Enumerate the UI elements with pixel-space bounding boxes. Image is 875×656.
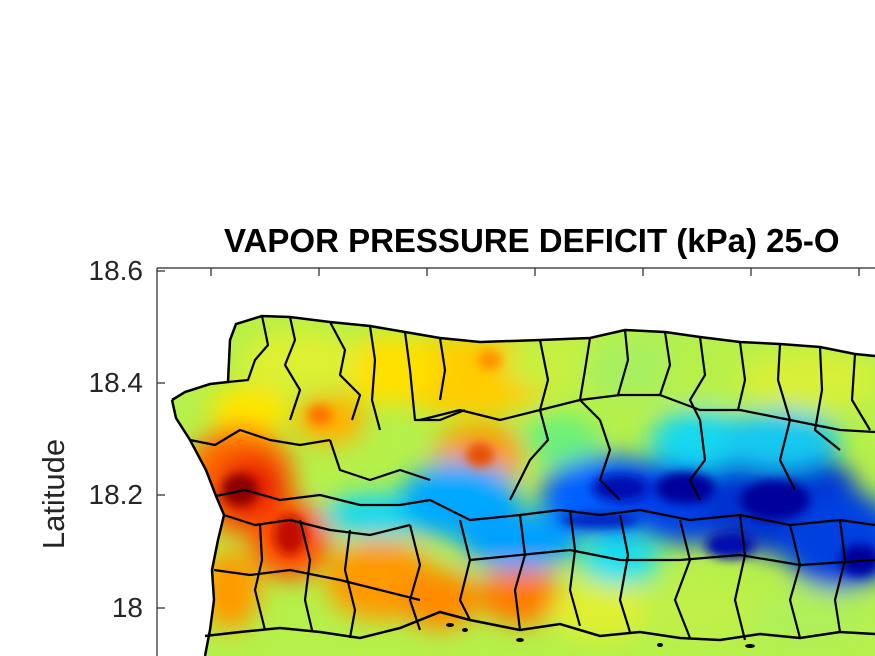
y-tick-label: 18.2 — [88, 479, 144, 510]
y-tick-label: 18.4 — [88, 367, 144, 398]
x-ticks — [210, 268, 860, 276]
chart-title: VAPOR PRESSURE DEFICIT (kPa) 25-O — [224, 222, 840, 259]
south-coastline — [204, 610, 875, 642]
y-tick-label: 18 — [111, 592, 143, 623]
axes-frame — [156, 267, 875, 656]
vpd-heatmap — [172, 316, 875, 656]
y-tick-label: 18.6 — [88, 255, 144, 286]
y-ticks — [157, 270, 165, 609]
south-islets — [446, 623, 755, 648]
municipality-boundaries — [189, 315, 875, 641]
